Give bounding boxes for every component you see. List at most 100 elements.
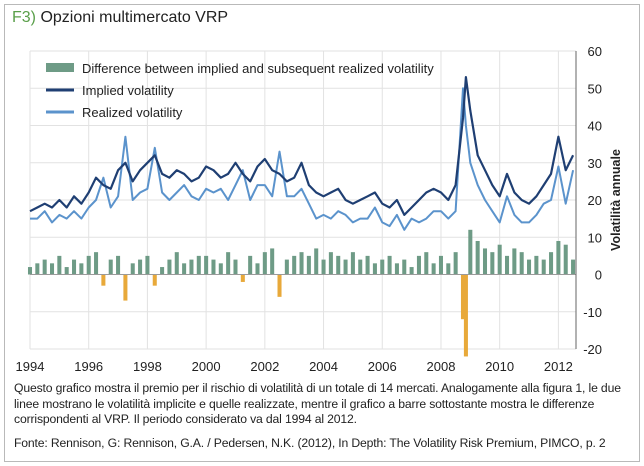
difference-bar [306,255,311,275]
volatility-lines [29,76,575,231]
x-tick-label: 1994 [16,359,45,374]
difference-bar [196,255,201,275]
figure-source: Fonte: Rennison, G: Rennison, G.A. / Ped… [14,436,606,450]
difference-bar [218,263,223,275]
difference-bar [321,259,326,275]
difference-bar [365,255,370,275]
difference-bar [57,255,62,275]
y-tick-label: 50 [588,81,602,96]
difference-bar [482,248,488,275]
difference-bar [270,248,275,275]
difference-bar [130,263,135,275]
difference-bar [108,259,113,275]
difference-bar [42,259,47,275]
difference-bar [79,263,84,275]
difference-bar [35,263,40,275]
difference-bar [446,263,451,275]
difference-bar [72,259,77,275]
difference-bar [387,255,392,275]
implied-volatility-line [29,76,575,216]
x-tick-label: 2000 [192,359,221,374]
difference-bar [299,252,304,275]
x-tick-label: 2008 [427,359,456,374]
difference-bar [431,263,436,275]
difference-bar [549,252,554,275]
difference-bar [204,255,209,275]
y-tick-label: -20 [583,342,602,357]
difference-bar [343,259,348,275]
difference-bar [328,252,333,275]
difference-bar [86,255,91,275]
legend-item-difference-swatch [46,63,74,72]
difference-bar [160,267,165,275]
difference-bar [475,240,480,275]
y-tick-label: 20 [588,193,602,208]
difference-bar [372,263,377,275]
difference-bar [94,252,99,275]
difference-bar [292,255,297,275]
difference-bar [314,248,319,275]
difference-bar [336,255,341,275]
difference-bar [101,274,106,286]
difference-bar [358,259,363,275]
difference-bar [468,229,473,275]
chart-title: F3) Opzioni multimercato VRP [12,9,228,27]
difference-bar [211,259,216,275]
y-tick-label: 60 [588,44,602,59]
difference-bar [512,248,517,275]
difference-bar [409,267,414,275]
difference-bar [527,259,532,275]
x-tick-label: 1996 [74,359,103,374]
difference-bar [152,274,157,286]
y-tick-label: 10 [588,230,602,245]
x-tick-label: 1998 [133,359,162,374]
difference-bar [240,274,245,282]
x-tick-label: 2012 [544,359,573,374]
chart-svg: -20 -10 0 10 20 30 40 50 60 1994 1996 1998 2000 2002 2… [16,44,623,374]
y-tick-label: -10 [583,305,602,320]
difference-bar [145,255,150,275]
y-axis-label: Volatilità annuale [609,149,623,251]
legend-item-difference-label: Difference between implied and subsequen… [82,61,434,76]
difference-bar [27,267,33,275]
difference-bar [416,255,421,275]
figure-title: Opzioni multimercato VRP [40,9,229,26]
difference-bar [189,259,194,275]
difference-bar [424,252,429,275]
difference-bar [138,259,143,275]
difference-bar [123,274,128,301]
difference-bar [182,263,187,275]
difference-bar [174,252,179,275]
difference-bar [248,255,253,275]
difference-bar [233,259,238,275]
difference-bars [27,229,576,357]
difference-bar [541,259,546,275]
difference-bar [534,255,539,275]
x-tick-label: 2006 [368,359,397,374]
y-tick-label: 30 [588,156,602,171]
figure-caption: Questo grafico mostra il premio per il r… [14,381,621,427]
difference-bar [167,259,172,275]
y-tick-label: 0 [595,268,602,283]
difference-bar [402,259,407,275]
difference-bar [284,259,289,275]
legend-item-realized-label: Realized volatility [82,105,183,120]
difference-bar [463,274,468,357]
difference-bar [49,263,55,275]
axes: -20 -10 0 10 20 30 40 50 60 1994 1996 1998 2000 2002 2… [16,44,602,374]
y-tick-label: 40 [588,119,602,134]
difference-bar [453,252,458,275]
x-tick-label: 2010 [485,359,514,374]
x-tick-label: 2002 [250,359,279,374]
difference-bar [497,244,502,275]
difference-bar [350,252,355,275]
difference-bar [563,244,568,275]
difference-bar [64,267,69,275]
legend: Difference between implied and subsequen… [46,61,434,120]
difference-bar [571,259,576,275]
difference-bar [438,255,443,275]
legend-item-implied-label: Implied volatility [82,83,174,98]
difference-bar [226,252,231,275]
difference-bar [460,274,466,320]
x-tick-label: 2004 [309,359,338,374]
